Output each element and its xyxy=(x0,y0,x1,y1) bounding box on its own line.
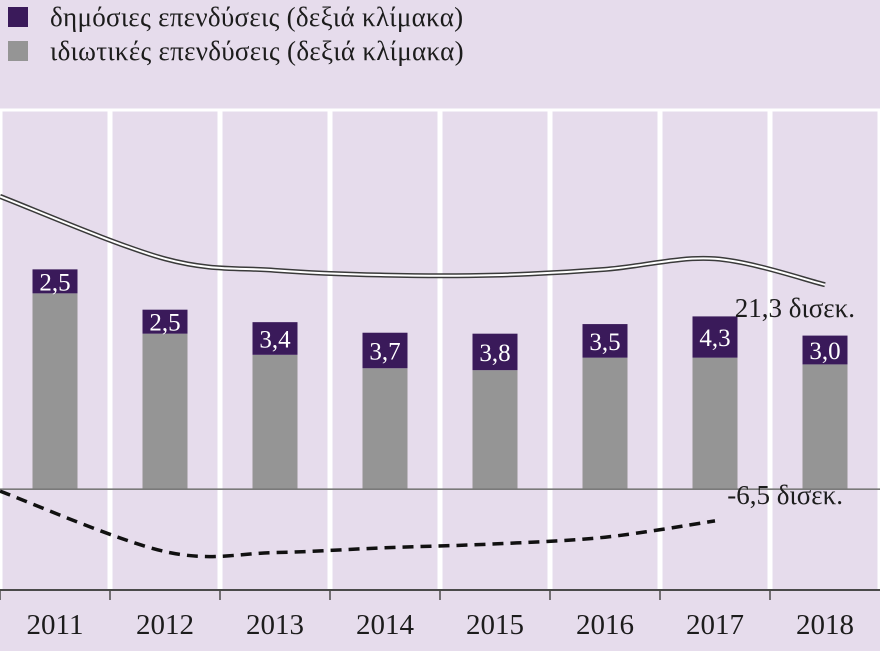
x-tick-label: 2015 xyxy=(466,609,524,641)
line-upper-outline xyxy=(0,194,826,288)
bar-private xyxy=(362,368,408,490)
legend-swatch-public xyxy=(8,7,28,27)
bar-private xyxy=(472,370,518,490)
bar-value-label: 2,5 xyxy=(149,310,180,337)
line-upper xyxy=(0,195,826,286)
bar-public xyxy=(802,335,848,365)
bar-value-label: 3,5 xyxy=(589,329,620,356)
bar-private xyxy=(692,357,738,490)
x-tick-label: 2011 xyxy=(27,609,84,641)
bar-public xyxy=(582,324,628,358)
legend-label-public: δημόσιες επενδύσεις (δεξιά κλίμακα) xyxy=(50,1,464,32)
annotation-upper: 21,3 δισεκ. xyxy=(735,293,855,323)
bar-public xyxy=(252,322,298,355)
bar-value-label: 3,4 xyxy=(259,326,291,353)
bar-value-label: 4,3 xyxy=(699,325,730,352)
x-tick-label: 2017 xyxy=(686,609,744,641)
bar-public xyxy=(692,316,738,358)
bar-value-label: 3,8 xyxy=(479,340,510,367)
x-tick-label: 2013 xyxy=(246,609,304,641)
legend-label-private: ιδιωτικές επενδύσεις (δεξιά κλίμακα) xyxy=(50,35,464,66)
x-tick-label: 2014 xyxy=(356,609,415,641)
bar-private xyxy=(802,364,848,490)
bar-public xyxy=(32,269,78,294)
x-tick-label: 2016 xyxy=(576,609,634,641)
bar-value-label: 3,0 xyxy=(809,338,840,365)
bar-public xyxy=(472,333,518,371)
bar-private xyxy=(582,357,628,490)
bar-private xyxy=(252,354,298,490)
annotation-lower: -6,5 δισεκ. xyxy=(727,480,843,510)
legend-swatch-private xyxy=(8,41,28,61)
legend-item-public: δημόσιες επενδύσεις (δεξιά κλίμακα) xyxy=(8,0,464,34)
x-tick-label: 2018 xyxy=(796,609,854,641)
bar-private xyxy=(142,333,188,490)
bar-private xyxy=(32,293,78,490)
bar-public xyxy=(142,309,188,334)
line-lower-dashed xyxy=(0,489,716,559)
bar-public xyxy=(362,332,408,369)
bar-value-label: 3,7 xyxy=(369,338,400,365)
legend-item-private: ιδιωτικές επενδύσεις (δεξιά κλίμακα) xyxy=(8,34,464,68)
x-tick-label: 2012 xyxy=(136,609,194,641)
bar-value-label: 2,5 xyxy=(39,269,70,296)
legend: δημόσιες επενδύσεις (δεξιά κλίμακα) ιδιω… xyxy=(8,0,464,68)
